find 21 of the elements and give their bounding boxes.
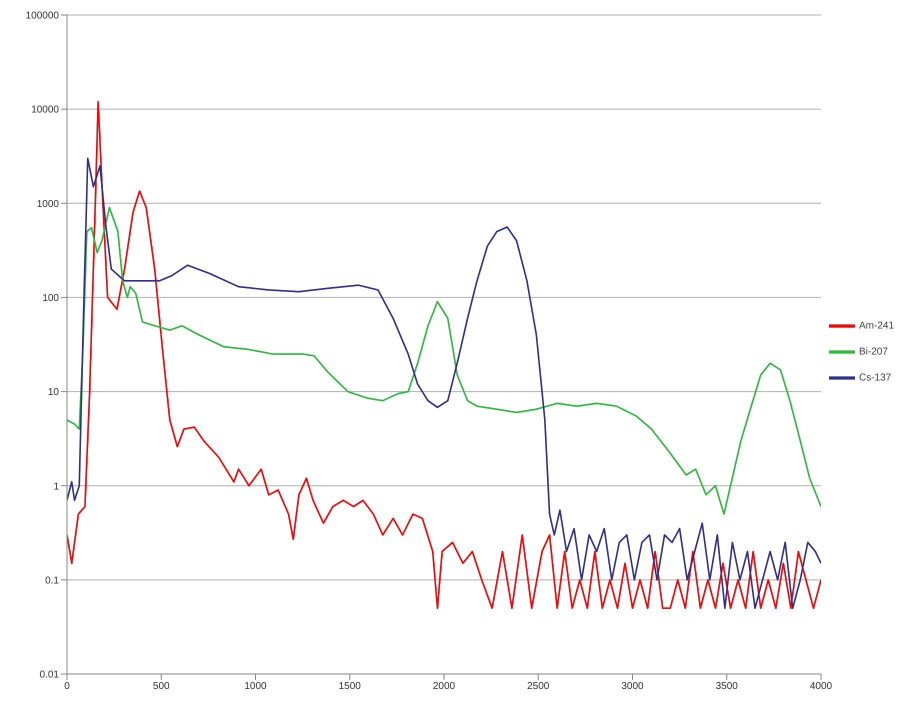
y-tick-label: 0.01 — [40, 670, 60, 681]
y-tick-label: 100 — [42, 292, 60, 304]
x-tick-label: 3500 — [716, 681, 738, 692]
legend-label: Bi-207 — [858, 346, 888, 358]
line-series — [67, 206, 821, 515]
x-tick-label: 500 — [152, 681, 170, 692]
x-tick-label: 4000 — [810, 681, 833, 692]
y-tick-label: 10000 — [31, 104, 60, 116]
y-tick-label: 0.1 — [45, 575, 60, 586]
x-tick-label: 1500 — [338, 681, 362, 692]
x-tick-label: 0 — [64, 681, 70, 692]
y-tick-label: 1 — [53, 481, 60, 492]
x-tick-label: 2500 — [527, 681, 550, 692]
y-tick-label: 100000 — [26, 10, 60, 22]
y-tick-label: 10 — [48, 387, 60, 398]
legend-label: Cs-137 — [858, 372, 892, 384]
x-tick-label: 3000 — [621, 681, 644, 692]
x-tick-label: 2000 — [432, 681, 456, 692]
legend-label: Am-241 — [858, 320, 894, 332]
y-tick-label: 1000 — [36, 198, 60, 210]
x-tick-label: 1000 — [244, 681, 268, 692]
